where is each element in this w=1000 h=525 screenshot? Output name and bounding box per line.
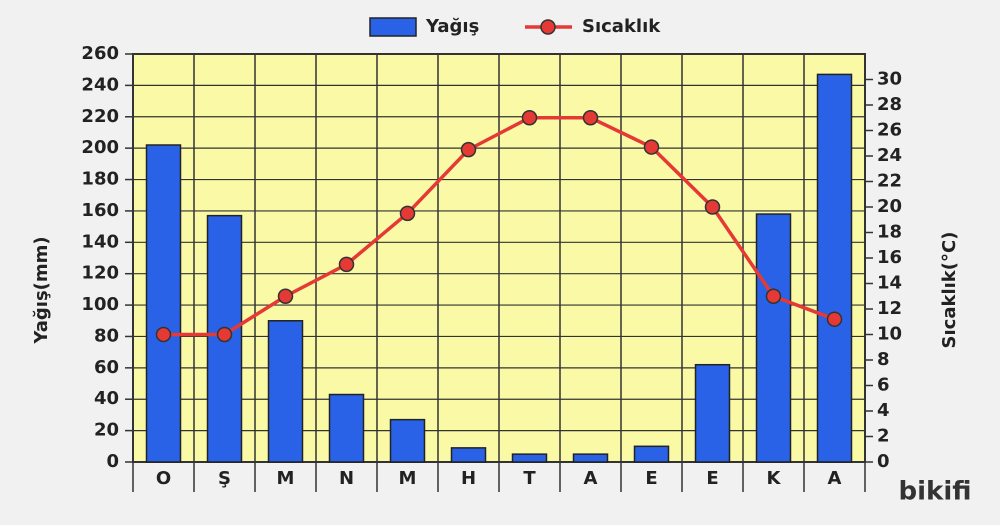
x-tick-label: K xyxy=(767,468,782,489)
y-tick-label: 100 xyxy=(81,294,119,315)
y2-axis-title: Sıcaklık(°C) xyxy=(939,232,960,349)
bar xyxy=(694,363,731,463)
legend-label: Yağış xyxy=(425,16,479,37)
bar xyxy=(572,453,609,463)
line-marker xyxy=(399,205,416,222)
y-tick-label: 160 xyxy=(81,200,119,221)
bar xyxy=(816,73,853,463)
y-tick-label: 220 xyxy=(81,106,119,127)
x-tick-label: A xyxy=(828,468,842,489)
line-marker xyxy=(460,141,477,158)
x-tick-label: A xyxy=(584,468,598,489)
y2-tick-label: 10 xyxy=(877,324,902,345)
legend-swatch xyxy=(369,17,417,37)
line-marker xyxy=(521,110,538,126)
y2-tick-label: 0 xyxy=(877,451,890,472)
y2-tick-label: 30 xyxy=(877,69,902,90)
line-marker xyxy=(765,288,782,304)
y2-tick-label: 20 xyxy=(877,196,902,217)
y2-tick-label: 6 xyxy=(877,375,890,396)
line-marker xyxy=(643,139,660,155)
y-axis-title: Yağış(mm) xyxy=(31,236,52,344)
y-tick-label: 240 xyxy=(81,74,119,95)
x-tick-label: E xyxy=(706,468,718,489)
x-tick-label: M xyxy=(399,468,417,489)
x-tick-label: Ş xyxy=(218,468,231,489)
y-tick-label: 120 xyxy=(81,263,119,284)
bar xyxy=(389,418,426,463)
y-tick-label: 200 xyxy=(81,137,119,158)
y-tick-label: 40 xyxy=(94,388,119,409)
y-tick-label: 180 xyxy=(81,169,119,190)
y-tick-label: 0 xyxy=(106,451,119,472)
x-tick-label: E xyxy=(645,468,657,489)
y2-tick-label: 12 xyxy=(877,298,902,319)
line-marker xyxy=(277,288,294,304)
y2-tick-label: 8 xyxy=(877,349,890,370)
bar xyxy=(450,447,487,463)
x-tick-label: T xyxy=(523,468,536,489)
bar xyxy=(755,213,792,463)
y2-tick-label: 2 xyxy=(877,426,890,447)
y-tick-label: 80 xyxy=(94,325,119,346)
line-marker xyxy=(826,311,843,327)
y-tick-label: 60 xyxy=(94,357,119,378)
x-tick-label: O xyxy=(156,468,171,489)
y2-tick-label: 22 xyxy=(877,171,902,192)
y2-tick-label: 14 xyxy=(877,273,902,294)
y-tick-label: 20 xyxy=(94,420,119,441)
line-marker xyxy=(704,199,721,215)
y2-tick-label: 18 xyxy=(877,222,902,243)
plot-border xyxy=(132,53,866,463)
y2-tick-label: 28 xyxy=(877,94,902,115)
y2-tick-label: 4 xyxy=(877,400,890,421)
line-marker xyxy=(155,326,172,343)
y2-tick-label: 26 xyxy=(877,120,902,141)
x-tick-label: M xyxy=(277,468,295,489)
bar xyxy=(633,445,670,463)
x-tick-label: H xyxy=(461,468,476,489)
y-tick-label: 140 xyxy=(81,231,119,252)
line xyxy=(163,116,836,337)
bar xyxy=(511,453,548,463)
legend-label: Sıcaklık xyxy=(582,16,661,37)
watermark: bikifi xyxy=(899,477,972,507)
line-marker xyxy=(338,256,355,273)
legend-swatch xyxy=(540,19,556,35)
y2-tick-label: 24 xyxy=(877,145,902,166)
line-marker xyxy=(216,326,233,343)
line-marker xyxy=(582,110,599,126)
y-tick-label: 260 xyxy=(81,43,119,64)
bar xyxy=(328,393,365,463)
bar xyxy=(267,320,304,463)
y2-tick-label: 16 xyxy=(877,247,902,268)
bar xyxy=(145,144,182,463)
x-tick-label: N xyxy=(339,468,354,489)
